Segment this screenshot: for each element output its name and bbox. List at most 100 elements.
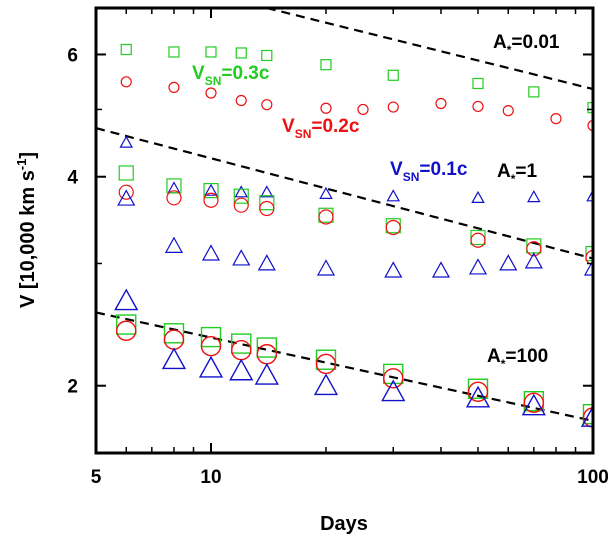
annotation-subscript: * (507, 43, 512, 57)
marker-triangle (257, 254, 276, 271)
marker-triangle (313, 373, 339, 396)
marker-triangle (471, 190, 485, 204)
marker-circle (233, 197, 249, 213)
marker-square (118, 165, 134, 181)
x-tick-label: 5 (91, 467, 102, 488)
marker-triangle (527, 190, 541, 203)
marker-triangle (119, 135, 134, 148)
marker-square (120, 43, 132, 56)
annotation-v01: VSN=0.1c (390, 159, 468, 184)
marker-circle (585, 249, 593, 266)
annotation-v03: VSN=0.3c (192, 63, 270, 88)
annotation-value: =0.3c (221, 63, 270, 84)
annotation-a100: A*=100 (487, 346, 548, 371)
marker-triangle (386, 189, 401, 202)
marker-circle (587, 119, 593, 132)
marker-triangle (254, 362, 279, 385)
guide-line (266, 8, 593, 91)
marker-triangle (316, 259, 336, 276)
y-tick-label: 2 (67, 377, 78, 398)
guide-line (96, 127, 593, 260)
marker-circle (118, 184, 134, 200)
marker-circle (383, 368, 404, 389)
marker-square (261, 49, 273, 62)
marker-circle (385, 219, 401, 236)
marker-square (259, 195, 275, 211)
plot-background (96, 8, 593, 453)
marker-square (233, 188, 249, 204)
marker-circle (116, 320, 137, 341)
annotation-subscript: SN (295, 127, 312, 141)
y-axis-title-close: ] (17, 152, 39, 159)
annotation-symbol: V (192, 63, 205, 84)
y-axis-title-exponent: -1 (14, 159, 29, 171)
marker-triangle (499, 254, 518, 271)
marker-circle (470, 232, 486, 248)
marker-square (168, 46, 180, 58)
annotation-subscript: * (501, 357, 506, 371)
marker-triangle (319, 186, 333, 199)
marker-circle (467, 381, 489, 403)
marker-circle (550, 113, 562, 125)
marker-circle (259, 200, 275, 217)
y-tick-label: 6 (67, 45, 78, 66)
marker-triangle (164, 236, 184, 253)
marker-square (200, 326, 222, 348)
marker-triangle (381, 379, 406, 402)
guide-lines (96, 8, 593, 422)
marker-square (205, 46, 217, 58)
plot-frame (94, 6, 595, 455)
marker-circle (435, 97, 447, 110)
marker-circle (502, 105, 514, 117)
marker-circle (200, 336, 222, 357)
annotation-value: =100 (505, 346, 548, 367)
marker-triangle (229, 358, 254, 381)
marker-triangle (586, 189, 593, 202)
marker-circle (357, 103, 369, 116)
guide-line (96, 311, 593, 422)
annotation-v02: VSN=0.2c (282, 116, 360, 141)
marker-triangle (117, 189, 136, 206)
marker-triangle (580, 405, 593, 427)
annotation-subscript: * (511, 172, 516, 186)
axis-ticks: 5 10 100 2 4 6 (67, 8, 609, 488)
marker-circle (472, 100, 484, 113)
marker-circle (318, 209, 334, 225)
marker-circle (205, 87, 217, 99)
marker-circle (526, 241, 542, 257)
marker-circle (582, 407, 593, 428)
data-marks (114, 43, 593, 428)
marker-circle (235, 94, 247, 107)
marker-square (231, 333, 252, 354)
marker-square (528, 86, 540, 98)
marker-triangle (431, 261, 451, 278)
marker-square (256, 337, 278, 358)
marker-square (315, 349, 337, 370)
marker-triangle (465, 385, 491, 408)
annotation-symbol: A (493, 32, 507, 53)
annotation-symbol: V (390, 159, 403, 180)
y-axis-title-main: V [10,000 km s (17, 170, 39, 308)
marker-square (387, 69, 399, 81)
marker-circle (523, 392, 545, 413)
marker-triangle (161, 347, 187, 370)
annotation-value: =1 (515, 161, 537, 182)
marker-triangle (232, 249, 251, 266)
marker-square (116, 314, 137, 335)
marker-triangle (384, 261, 403, 278)
annotation-a1: A*=1 (497, 161, 538, 186)
y-tick-label: 4 (67, 168, 78, 189)
marker-square (235, 47, 247, 59)
x-tick-label: 10 (200, 467, 221, 488)
annotation-symbol: V (282, 116, 295, 137)
marker-circle (168, 81, 180, 93)
marker-triangle (114, 288, 139, 311)
y-axis-title: V [10,000 km s-1] (14, 152, 39, 308)
marker-triangle (234, 185, 249, 198)
marker-square (472, 77, 484, 90)
annotation-value: =0.01 (511, 32, 560, 53)
marker-triangle (524, 252, 543, 269)
marker-circle (320, 102, 332, 114)
annotation-value: =0.1c (419, 159, 468, 180)
